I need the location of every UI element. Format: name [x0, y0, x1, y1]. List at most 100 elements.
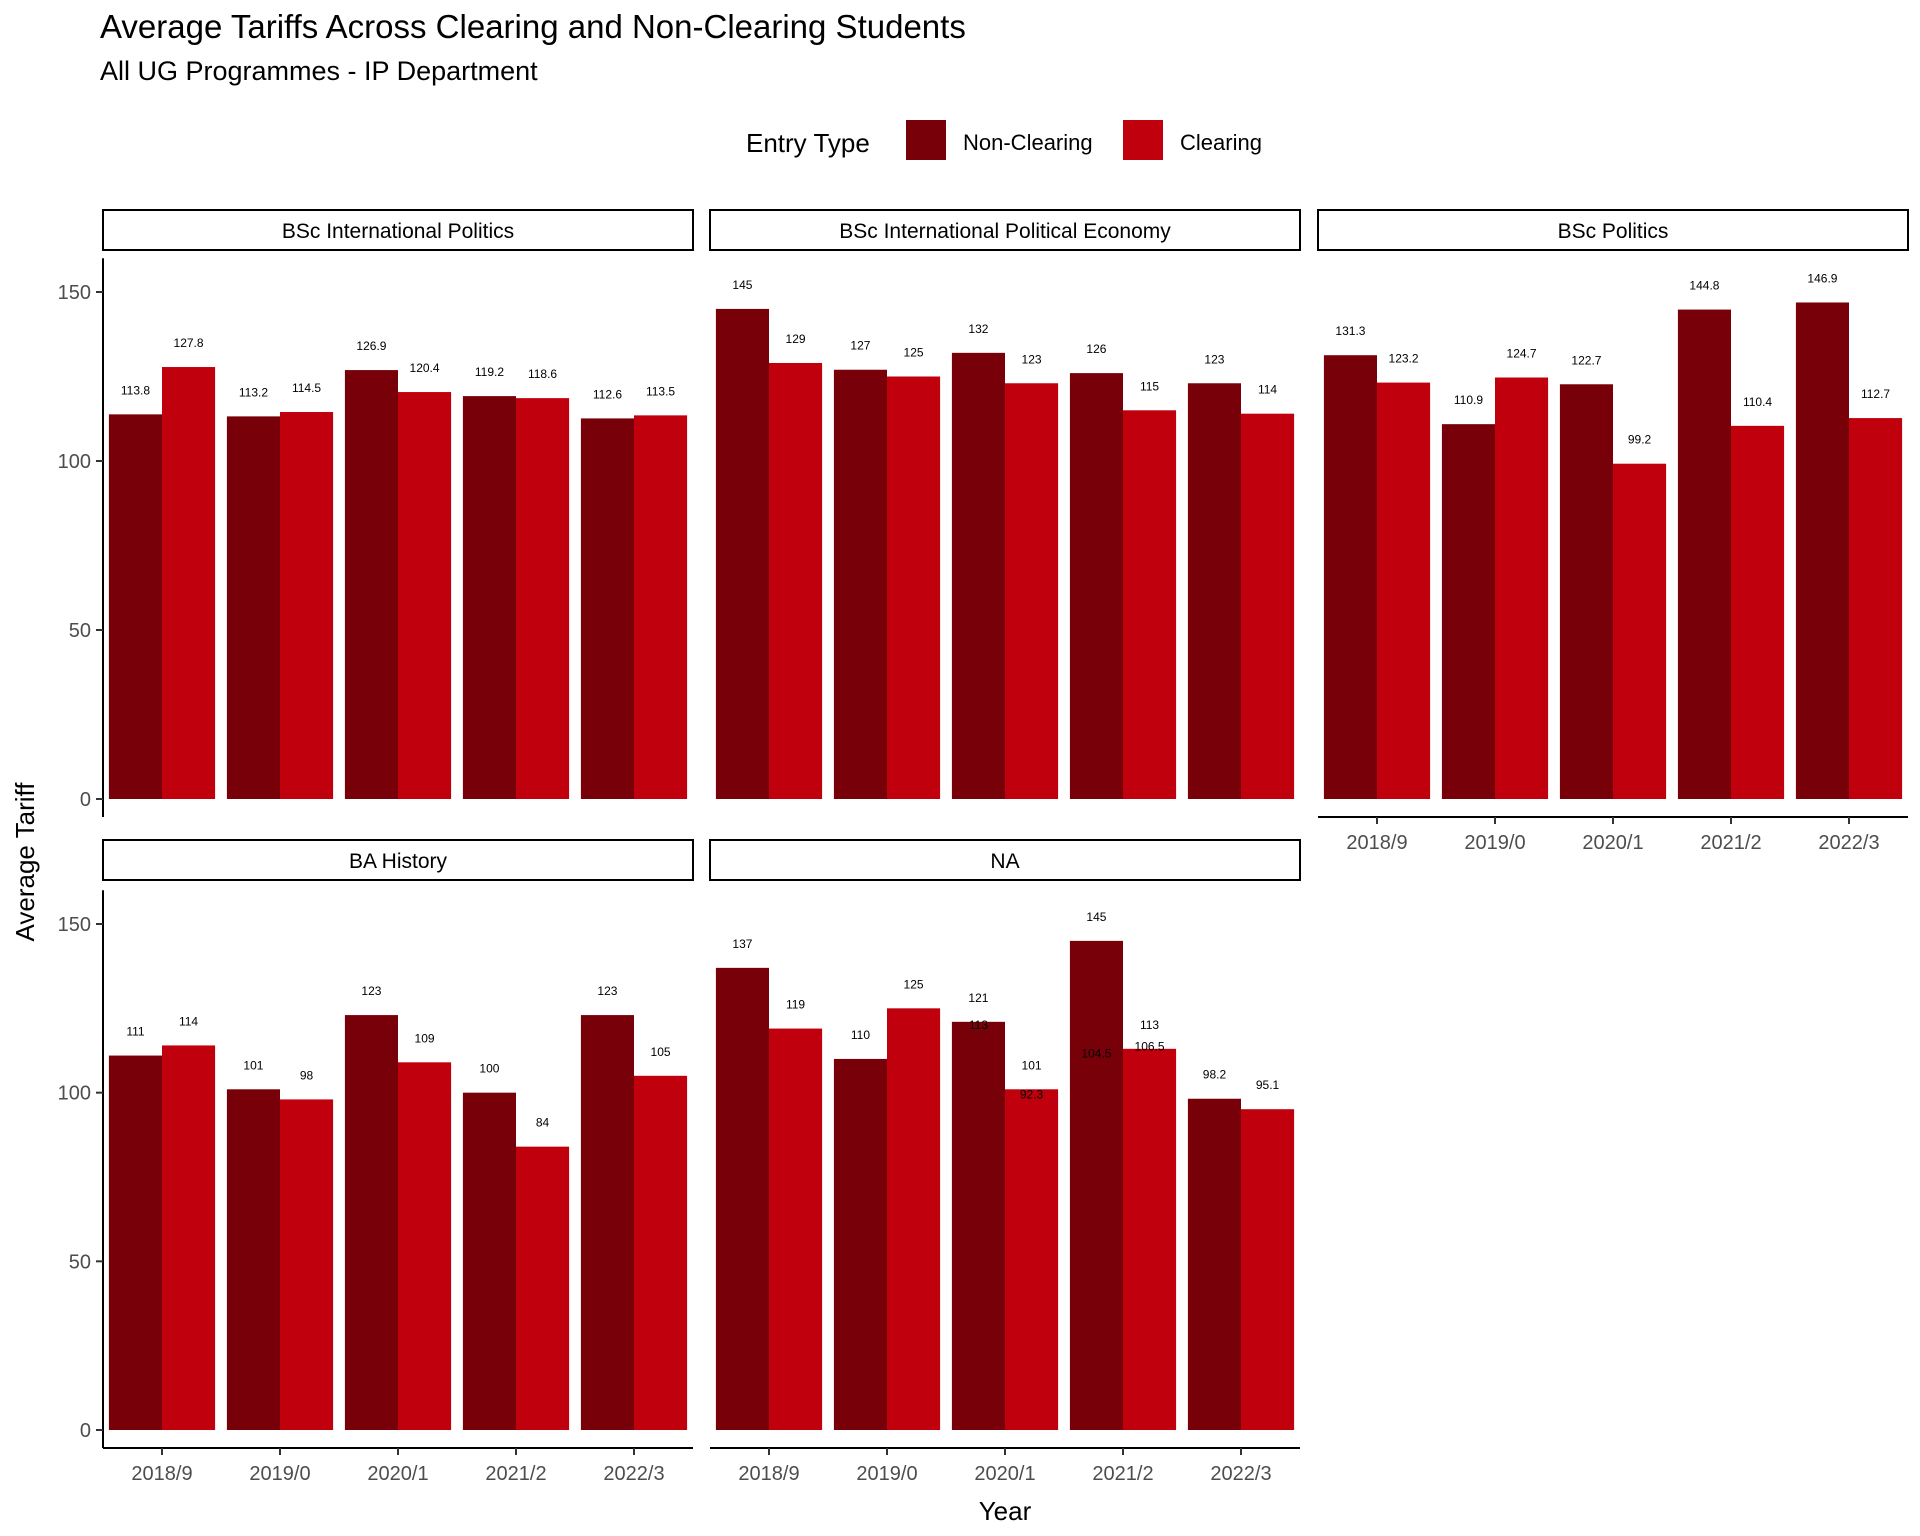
data-label: 84	[536, 1116, 550, 1130]
bar-non-clearing	[226, 1089, 280, 1430]
facet-strip	[709, 209, 1301, 251]
data-label: 119	[786, 998, 805, 1012]
data-label: 121	[968, 991, 988, 1005]
data-label: 100	[479, 1062, 499, 1076]
bar-non-clearing	[344, 370, 398, 799]
bar-non-clearing	[462, 1092, 516, 1430]
data-label: 105	[651, 1045, 671, 1059]
bar-clearing	[1613, 463, 1667, 799]
bar-clearing	[280, 411, 334, 799]
bar-non-clearing	[1441, 424, 1495, 799]
x-tick-label: 2020/1	[1582, 832, 1643, 854]
data-label: 118.6	[528, 367, 557, 381]
bar-non-clearing	[833, 369, 887, 799]
data-label: 114	[1258, 383, 1277, 397]
data-label: 124.7	[1507, 347, 1537, 361]
data-label: 146.9	[1807, 271, 1837, 285]
data-label: 119.2	[475, 365, 504, 379]
facet-strip	[1317, 209, 1909, 251]
facet-strip	[102, 209, 694, 251]
data-label: 110.9	[1454, 393, 1483, 407]
x-tick-label: 2021/2	[485, 1463, 546, 1485]
data-label: 126.9	[356, 339, 386, 353]
legend-key-1	[1123, 120, 1163, 160]
y-tick-label: 150	[58, 914, 91, 936]
bar-clearing	[398, 392, 452, 799]
bar-non-clearing	[108, 1055, 162, 1430]
data-label: 122.7	[1571, 353, 1601, 367]
x-tick-label: 2019/0	[856, 1463, 917, 1485]
x-tick-label: 2022/3	[603, 1463, 664, 1485]
bar-clearing	[1123, 1048, 1177, 1430]
data-label: 120.4	[410, 361, 440, 375]
data-label: 123.2	[1389, 352, 1419, 366]
data-label: 101	[1022, 1058, 1042, 1072]
data-label: 112.6	[593, 387, 622, 401]
data-label: 113	[969, 1018, 988, 1032]
x-tick-label: 2021/2	[1700, 832, 1761, 854]
bar-non-clearing	[462, 396, 516, 799]
data-label: 92.3	[1020, 1088, 1044, 1102]
data-label: 125	[904, 346, 924, 360]
bar-clearing	[1241, 1109, 1295, 1430]
data-label: 123	[1022, 352, 1042, 366]
data-label: 111	[126, 1025, 145, 1039]
bar-non-clearing	[951, 352, 1005, 799]
bar-non-clearing	[226, 416, 280, 799]
y-tick-label: 0	[80, 789, 91, 811]
data-label: 145	[732, 278, 752, 292]
facet-title: BSc International Politics	[282, 220, 514, 243]
facet-strip	[102, 839, 694, 881]
bar-non-clearing	[715, 308, 769, 799]
x-tick-label: 2021/2	[1092, 1463, 1153, 1485]
bar-non-clearing	[833, 1058, 887, 1430]
y-axis-title: Average Tariff	[10, 782, 40, 942]
data-label: 123	[1204, 352, 1224, 366]
bar-non-clearing	[580, 418, 634, 799]
y-tick-label: 100	[58, 451, 91, 473]
data-label: 114.5	[292, 381, 321, 395]
bar-non-clearing	[1559, 384, 1613, 799]
bar-non-clearing	[580, 1015, 634, 1430]
bar-clearing	[1495, 377, 1549, 799]
data-label: 145	[1086, 910, 1106, 924]
x-tick-label: 2018/9	[738, 1463, 799, 1485]
y-tick-label: 0	[80, 1420, 91, 1442]
bar-clearing	[280, 1099, 334, 1430]
data-label: 99.2	[1628, 433, 1652, 447]
bar-non-clearing	[951, 1021, 1005, 1430]
data-label: 123	[361, 984, 381, 998]
data-label: 129	[786, 332, 806, 346]
x-tick-label: 2019/0	[249, 1463, 310, 1485]
data-label: 113.2	[239, 385, 268, 399]
data-label: 110	[851, 1028, 870, 1042]
data-label: 144.8	[1689, 279, 1719, 293]
bar-clearing	[887, 1008, 941, 1430]
data-label: 98	[300, 1068, 314, 1082]
x-tick-label: 2022/3	[1818, 832, 1879, 854]
x-tick-label: 2020/1	[974, 1463, 1035, 1485]
bar-clearing	[1849, 418, 1903, 799]
data-label: 131.3	[1335, 324, 1365, 338]
bar-clearing	[162, 367, 216, 799]
bar-non-clearing	[715, 967, 769, 1430]
data-label: 114	[179, 1014, 198, 1028]
data-label: 125	[904, 977, 924, 991]
bar-clearing	[1123, 410, 1177, 799]
data-label: 126	[1086, 342, 1106, 356]
data-label: 127.8	[174, 336, 204, 350]
bar-non-clearing	[1187, 383, 1241, 799]
x-tick-label: 2019/0	[1464, 832, 1525, 854]
facet-title: BSc Politics	[1558, 220, 1669, 243]
facet-title: BSc International Political Economy	[839, 220, 1171, 243]
bar-clearing	[1731, 425, 1785, 799]
data-label: 127	[850, 339, 870, 353]
bar-clearing	[1241, 413, 1295, 799]
legend-key-0	[906, 120, 946, 160]
data-label: 109	[415, 1031, 435, 1045]
bar-non-clearing	[1323, 355, 1377, 799]
bar-clearing	[634, 415, 688, 799]
bar-clearing	[516, 1146, 570, 1430]
bar-clearing	[634, 1075, 688, 1430]
